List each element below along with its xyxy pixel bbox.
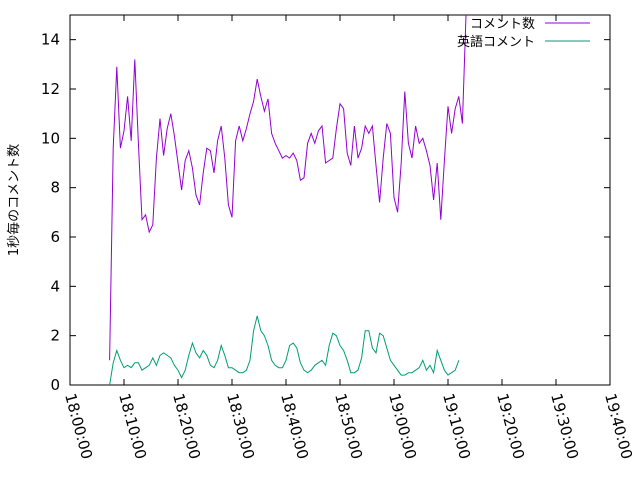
- legend-label-1: コメント数: [470, 17, 535, 32]
- y-tick-label: 6: [50, 228, 60, 246]
- y-axis-label: 1秒毎のコメント数: [6, 144, 22, 256]
- x-tick-label: 18:00:00: [61, 391, 96, 461]
- y-tick-label: 8: [50, 179, 60, 197]
- y-tick-label: 0: [50, 376, 60, 394]
- x-tick-label: 19:30:00: [547, 391, 582, 461]
- x-tick-label: 18:40:00: [277, 391, 312, 461]
- legend-label-2: 英語コメント: [457, 34, 535, 50]
- x-tick-label: 19:10:00: [439, 391, 474, 461]
- x-tick-label: 18:20:00: [169, 391, 204, 461]
- series-line-1: [109, 14, 467, 361]
- y-tick-label: 14: [41, 31, 60, 49]
- y-tick-label: 4: [50, 277, 60, 295]
- x-tick-label: 19:20:00: [493, 391, 528, 461]
- x-tick-label: 18:10:00: [115, 391, 150, 461]
- y-tick-label: 12: [41, 80, 60, 98]
- y-tick-label: 10: [41, 129, 60, 147]
- series-line-2: [109, 315, 460, 386]
- plot-frame: [69, 14, 611, 386]
- x-tick-label: 19:00:00: [385, 391, 420, 461]
- x-tick-label: 18:50:00: [331, 391, 366, 461]
- x-tick-label: 19:40:00: [601, 391, 636, 461]
- y-tick-label: 2: [50, 327, 60, 345]
- x-tick-label: 18:30:00: [223, 391, 258, 461]
